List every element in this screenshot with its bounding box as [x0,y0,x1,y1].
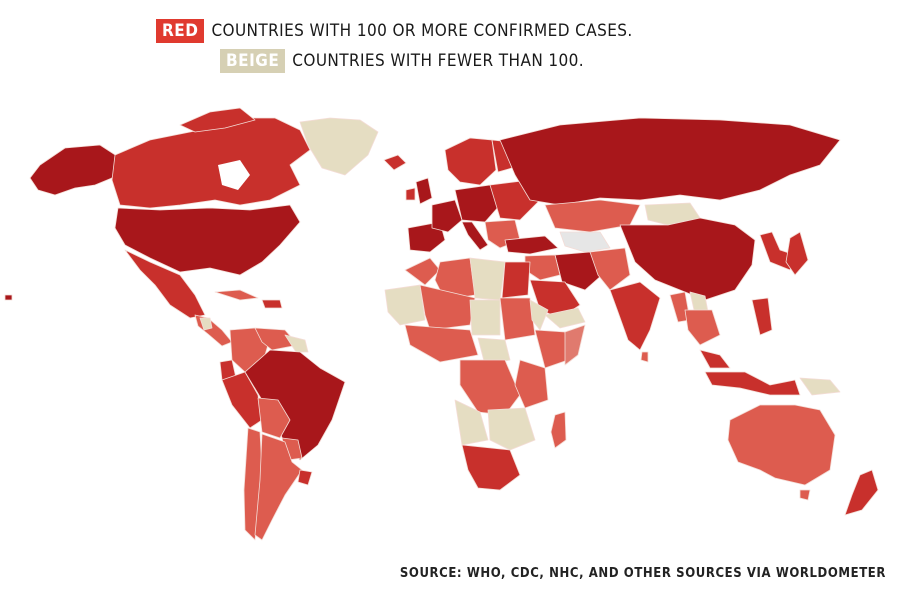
region-hudson-bay [218,160,250,190]
legend-red-label: RED [156,19,205,43]
region-iceland [383,154,407,171]
region-egypt [501,261,531,299]
region-somalia [564,324,586,366]
region-chad-beige [469,299,501,336]
region-ethiopia [534,329,569,369]
region-new-zealand [844,469,879,516]
region-central-europe [454,184,501,223]
region-usa [114,204,301,276]
region-indonesia [704,371,801,396]
region-tasmania [799,489,811,501]
legend-beige-row: BEIGE COUNTRIES WITH FEWER THAN 100. [220,48,584,74]
region-greenland [299,117,379,176]
region-thailand-vietnam [684,309,721,346]
region-philippines [751,297,773,336]
region-kenya-tanzania [514,359,549,409]
region-ireland [405,187,416,201]
region-yemen-oman [544,307,586,329]
region-southern-africa [461,444,521,491]
region-cuba [214,289,259,301]
region-west-africa-beige [384,284,426,326]
region-iraq-syria [524,254,561,281]
region-india [609,281,661,351]
region-iran [554,251,603,291]
region-bolivia [257,397,291,439]
source-note: SOURCE: WHO, CDC, NHC, AND OTHER SOURCES… [399,566,886,581]
region-uk [415,177,433,205]
legend-red-text: COUNTRIES WITH 100 OR MORE CONFIRMED CAS… [211,21,633,41]
region-sudan [499,297,536,341]
region-russia [499,117,841,206]
region-central-africa-beige [477,337,511,366]
region-hawaii [4,294,13,301]
region-venezuela [254,327,299,351]
legend-red-row: RED COUNTRIES WITH 100 OR MORE CONFIRMED… [156,18,633,44]
region-hispaniola [261,299,283,309]
region-sri-lanka [640,351,649,363]
region-zambia-moz-beige [487,407,536,451]
region-uruguay [297,469,313,486]
region-central-asia-nodata [559,231,611,253]
region-argentina [254,433,303,541]
region-turkey [504,235,559,255]
region-italy [461,221,489,251]
region-malaysia [699,349,731,369]
region-china [619,217,756,301]
legend-beige-label: BEIGE [220,49,286,73]
region-france [431,199,463,233]
region-papua-beige [799,377,841,396]
region-sahel [419,284,476,331]
region-alaska [29,144,121,196]
region-libya-beige [469,257,506,301]
region-madagascar [550,411,567,449]
legend-beige-text: COUNTRIES WITH FEWER THAN 100. [292,51,585,71]
region-australia [727,404,836,486]
region-morocco [404,257,441,286]
region-japan [785,231,809,276]
region-angola-beige [454,399,489,446]
region-scandinavia [444,137,497,186]
region-belize-beige [199,317,213,331]
region-canada [111,117,311,209]
region-arctic-islands [179,107,256,133]
region-afghanistan-pakistan [589,247,631,291]
region-gulf-of-guinea [404,324,479,363]
region-guianas [284,334,309,353]
